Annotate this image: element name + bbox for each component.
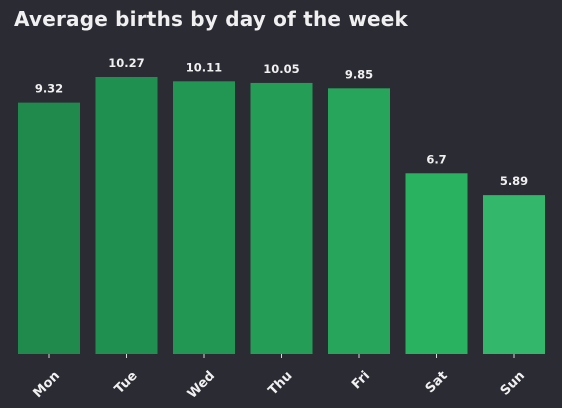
bar-mon bbox=[18, 102, 80, 355]
bar-sat bbox=[405, 173, 468, 354]
bar-wed bbox=[173, 81, 235, 354]
data-label-tue: 10.27 bbox=[108, 56, 144, 70]
x-tick-label-thu: Thu bbox=[266, 368, 296, 398]
data-label-sun: 5.89 bbox=[500, 174, 528, 188]
data-label-thu: 10.05 bbox=[263, 62, 299, 76]
x-tick-label-wed: Wed bbox=[185, 368, 218, 401]
data-label-mon: 9.32 bbox=[35, 82, 63, 96]
data-label-sat: 6.7 bbox=[426, 152, 446, 166]
bar-tue bbox=[95, 77, 158, 354]
x-tick-label-sun: Sun bbox=[498, 368, 528, 398]
bar-sun bbox=[483, 195, 545, 354]
data-label-wed: 10.11 bbox=[186, 60, 222, 74]
x-tick-label-mon: Mon bbox=[30, 368, 63, 401]
bar-thu bbox=[250, 82, 313, 355]
chart-title: Average births by day of the week bbox=[14, 7, 409, 31]
x-tick-label-tue: Tue bbox=[112, 368, 141, 397]
x-tick-label-sat: Sat bbox=[423, 368, 451, 396]
x-tick-label-fri: Fri bbox=[349, 368, 373, 392]
data-label-fri: 9.85 bbox=[345, 67, 373, 81]
bar-fri bbox=[328, 88, 390, 355]
